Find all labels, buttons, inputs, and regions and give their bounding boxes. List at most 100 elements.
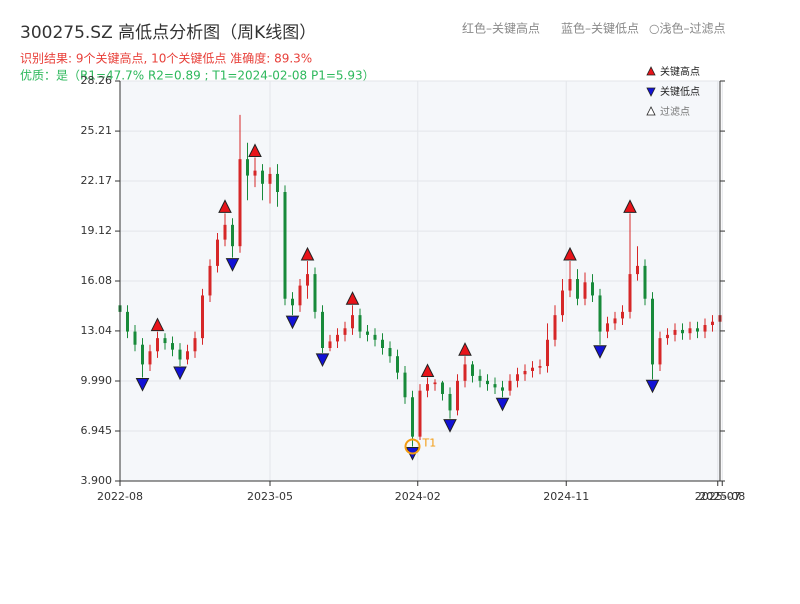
- candle-body: [231, 224, 234, 247]
- candle-body: [313, 274, 317, 312]
- candle-body: [591, 282, 594, 296]
- subtitle: 识别结果: 9个关键高点, 10个关键低点 准确度: 89.3%: [20, 51, 312, 66]
- candle-body: [246, 159, 249, 176]
- quality-line: 优质：是（R1=47.7% R2=0.89 ; T1=2024-02-08 P1…: [20, 69, 375, 83]
- legend-label: 关键高点: [660, 65, 700, 78]
- candle-body: [171, 343, 174, 350]
- candle-body: [523, 370, 527, 375]
- y-tick-label: 28.26: [81, 74, 113, 87]
- candle-body: [141, 344, 144, 365]
- candle-body: [703, 325, 707, 332]
- candle-body: [126, 311, 129, 332]
- header-note: 红色–关键高点: [462, 21, 540, 36]
- candle-body: [531, 367, 534, 371]
- t1-label: T1: [422, 437, 437, 450]
- candle-body: [403, 372, 407, 398]
- candle-body: [478, 375, 482, 381]
- candle-body: [291, 298, 294, 306]
- key-high-marker: [623, 199, 637, 213]
- candle-body: [261, 170, 264, 184]
- candle-body: [576, 279, 579, 299]
- candle-body: [433, 382, 437, 385]
- key-low-marker: [315, 353, 330, 368]
- candle-body: [238, 159, 242, 247]
- candle-body: [268, 173, 272, 184]
- candle-body: [426, 384, 429, 391]
- candle-body: [381, 339, 384, 348]
- x-tick-label: 2025-08: [699, 490, 745, 503]
- candle-body: [621, 311, 624, 319]
- key-high-marker: [420, 363, 435, 378]
- key-low-marker: [495, 397, 510, 412]
- candle-body: [223, 224, 227, 240]
- candle-body: [343, 328, 347, 335]
- candle-body: [163, 338, 167, 344]
- x-tick-label: 2024-11: [543, 490, 589, 503]
- legend-label: 过滤点: [660, 105, 690, 118]
- candle-body: [253, 170, 257, 176]
- candle-body: [508, 380, 512, 391]
- legend-marker: [646, 87, 656, 97]
- header-note: 蓝色–关键低点: [561, 22, 639, 36]
- candle-body: [373, 334, 377, 340]
- candle-body: [208, 265, 212, 296]
- candle-body: [336, 334, 339, 342]
- candle-body: [351, 315, 354, 329]
- key-low-marker: [225, 258, 240, 272]
- candle-body: [471, 364, 474, 376]
- candle-body: [366, 331, 369, 335]
- header-note: ○浅色–过滤点: [649, 22, 725, 36]
- candle-body: [448, 393, 452, 411]
- legend-marker: [646, 106, 656, 116]
- key-low-marker: [135, 378, 150, 392]
- x-tick-label: 2025-07: [695, 490, 741, 503]
- key-high-marker: [300, 246, 315, 261]
- y-tick-label: 9.990: [81, 374, 113, 387]
- key-high-marker: [248, 143, 262, 158]
- key-low-marker: [285, 315, 300, 330]
- candle-body: [583, 282, 587, 299]
- key-high-marker: [458, 342, 472, 356]
- candle-body: [298, 285, 302, 306]
- candle-body: [711, 321, 714, 326]
- candle-body: [456, 380, 459, 411]
- key-high-marker: [218, 199, 232, 213]
- key-low-marker: [593, 345, 607, 359]
- candle-body: [306, 274, 309, 286]
- candle-body: [216, 239, 219, 266]
- candle-body: [358, 315, 362, 332]
- candle-body: [148, 351, 152, 365]
- candle-body: [636, 265, 639, 275]
- candle-body: [283, 192, 287, 299]
- y-tick-label: 6.945: [81, 424, 113, 437]
- candle-body: [681, 329, 684, 334]
- candle-body: [561, 290, 564, 316]
- candle-body: [516, 374, 519, 381]
- candle-body: [321, 311, 324, 348]
- candle-body: [276, 173, 279, 193]
- y-tick-label: 22.17: [81, 174, 113, 187]
- candle-body: [201, 295, 204, 339]
- candle-body: [688, 328, 692, 334]
- candle-body: [651, 298, 654, 365]
- candle-body: [501, 387, 504, 391]
- key-low-marker: [645, 379, 660, 394]
- candle-body: [133, 331, 137, 345]
- candle-body: [156, 338, 159, 352]
- candle-body: [696, 328, 699, 332]
- candle-body: [186, 351, 189, 360]
- legend-label: 关键低点: [660, 85, 700, 98]
- y-tick-label: 16.08: [81, 274, 113, 287]
- x-tick-label: 2022-08: [97, 490, 143, 503]
- key-high-marker: [563, 246, 577, 261]
- candle-body: [178, 349, 182, 360]
- candle-body: [673, 329, 677, 335]
- candle-body: [396, 356, 399, 373]
- candle-body: [628, 274, 632, 312]
- key-low-marker: [443, 419, 457, 433]
- candle-body: [418, 390, 422, 437]
- key-low-marker: [173, 366, 187, 381]
- candle-body: [193, 338, 197, 352]
- candle-body: [666, 334, 669, 339]
